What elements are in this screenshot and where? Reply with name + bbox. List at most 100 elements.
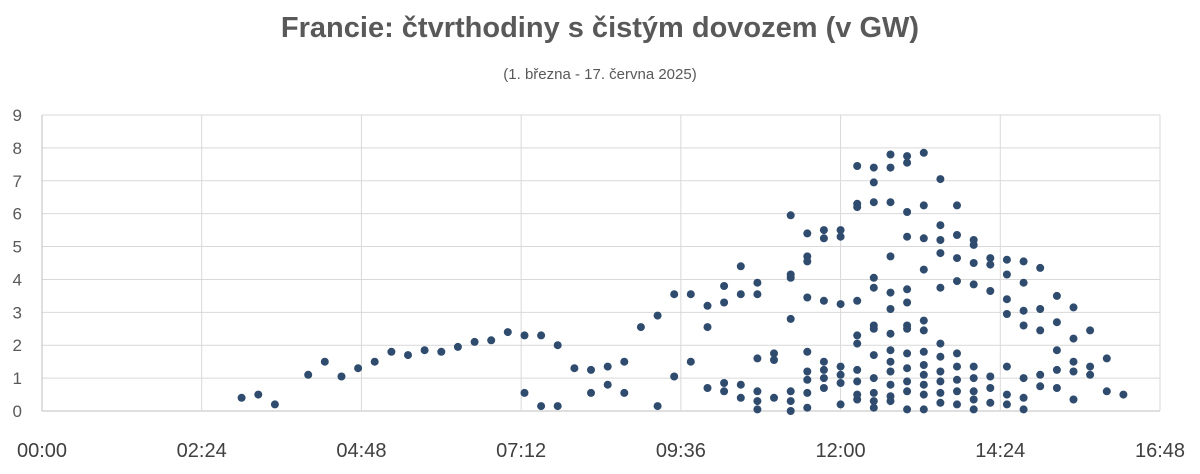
data-point: [487, 336, 496, 345]
data-point: [354, 364, 363, 373]
data-point: [753, 278, 762, 287]
y-tick-label: 1: [13, 369, 22, 388]
data-point: [587, 365, 595, 374]
data-point: [836, 379, 845, 387]
data-point: [587, 388, 595, 397]
data-point: [270, 400, 279, 409]
data-point: [720, 387, 729, 396]
data-point: [819, 384, 828, 392]
y-tick-label: 5: [13, 238, 22, 257]
data-point: [936, 388, 945, 397]
data-point: [786, 407, 795, 415]
data-point: [953, 375, 961, 384]
data-point: [936, 367, 945, 376]
data-point: [953, 349, 961, 358]
data-point: [720, 282, 729, 290]
data-point: [653, 311, 662, 320]
data-point: [886, 163, 895, 172]
data-point: [969, 280, 978, 289]
data-point: [936, 175, 945, 184]
data-point: [404, 351, 412, 360]
data-point: [986, 287, 995, 295]
data-point: [886, 288, 895, 297]
data-point: [1019, 306, 1028, 315]
data-point: [869, 283, 878, 292]
data-point: [237, 393, 246, 402]
data-point: [919, 370, 928, 379]
data-point: [919, 405, 928, 414]
data-point: [853, 203, 862, 212]
data-point: [1069, 395, 1078, 404]
data-point: [919, 380, 928, 389]
x-tick-label: 12:00: [816, 440, 866, 462]
data-point: [1002, 400, 1011, 409]
data-point: [919, 265, 928, 274]
data-point: [803, 293, 812, 302]
data-point: [1002, 295, 1011, 304]
data-point: [853, 377, 862, 386]
data-point: [686, 290, 695, 299]
data-point: [853, 395, 862, 404]
x-tick-label: 09:36: [656, 440, 706, 462]
data-point: [853, 365, 862, 374]
data-point: [969, 387, 978, 396]
data-point: [387, 347, 396, 356]
data-point: [1052, 346, 1061, 355]
data-point: [1036, 305, 1045, 313]
data-point: [1036, 263, 1045, 272]
data-point: [786, 387, 795, 396]
data-point: [886, 367, 895, 376]
data-point: [919, 361, 928, 369]
data-point: [803, 229, 812, 238]
data-point: [886, 305, 895, 313]
data-point: [570, 364, 579, 373]
data-point: [886, 397, 895, 406]
data-point: [953, 400, 961, 409]
data-point: [553, 341, 562, 350]
data-point: [803, 252, 812, 261]
data-point: [1002, 270, 1011, 279]
data-point: [1019, 393, 1028, 402]
data-point: [1086, 370, 1095, 379]
data-point: [903, 349, 912, 358]
y-tick-label: 7: [13, 172, 22, 191]
data-point: [1019, 278, 1028, 287]
data-point: [1069, 334, 1078, 343]
data-point: [537, 331, 546, 340]
data-point: [903, 405, 912, 414]
x-tick-label: 16:48: [1135, 440, 1185, 462]
chart-title: Francie: čtvrthodiny s čistým dovozem (v…: [280, 12, 920, 44]
data-point: [969, 240, 978, 249]
data-point: [903, 387, 912, 396]
data-point: [869, 178, 878, 187]
data-point: [803, 403, 812, 412]
data-point: [753, 405, 762, 414]
data-point: [1036, 382, 1045, 391]
data-point: [1052, 384, 1061, 392]
data-point: [886, 329, 895, 338]
data-point: [853, 331, 862, 340]
data-point: [453, 342, 462, 351]
data-point: [736, 393, 745, 402]
data-point: [803, 375, 812, 384]
chart-subtitle: (1. března - 17. června 2025): [503, 66, 697, 83]
data-point: [786, 270, 795, 279]
data-point: [636, 323, 645, 332]
data-point: [836, 300, 845, 309]
data-point: [520, 388, 529, 397]
data-point: [869, 397, 878, 406]
data-point: [953, 387, 961, 396]
data-point: [786, 211, 795, 220]
data-point: [969, 395, 978, 404]
data-point: [836, 370, 845, 379]
data-point: [670, 290, 679, 299]
data-point: [686, 357, 695, 366]
data-point: [603, 380, 612, 389]
data-point: [919, 234, 928, 243]
data-point: [736, 380, 745, 389]
data-point: [903, 377, 912, 386]
data-point: [853, 339, 862, 348]
data-point: [869, 324, 878, 333]
y-tick-label: 4: [13, 270, 22, 289]
data-point: [869, 273, 878, 282]
